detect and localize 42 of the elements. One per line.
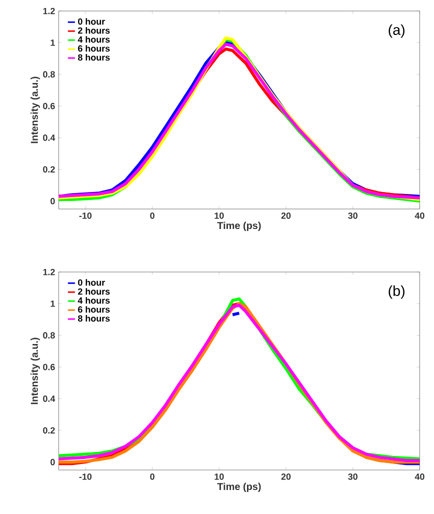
x-tick-label: 30 [348, 212, 358, 219]
y-axis-title: Intensity (a.u.) [30, 338, 40, 404]
x-tick-label: 40 [414, 474, 424, 480]
y-tick-label: 0.8 [43, 332, 55, 339]
x-axis-title: Time (ps) [217, 222, 261, 231]
legend-label: 8 hours [78, 315, 110, 322]
x-tick-label: -10 [79, 212, 92, 219]
x-tick-label: 10 [214, 474, 224, 480]
x-tick-label: 10 [214, 212, 224, 219]
y-tick-label: 1.2 [43, 268, 55, 276]
x-tick-label: 0 [150, 212, 154, 219]
x-tick-label: 20 [281, 212, 291, 219]
annotation: (a) [388, 24, 404, 38]
x-tick-label: -10 [79, 474, 92, 480]
y-tick-label: 0.8 [43, 71, 55, 78]
y-tick-label: 0.4 [43, 134, 56, 141]
x-tick-label: 30 [348, 474, 358, 480]
legend-label: 6 hours [78, 306, 110, 313]
x-tick-label: 0 [150, 474, 154, 480]
y-tick-label: 0.2 [43, 427, 55, 434]
legend-label: 0 hour [78, 279, 105, 286]
y-tick-label: 0.2 [43, 166, 55, 173]
y-tick-label: 0.4 [43, 396, 56, 402]
y-tick-label: 0.6 [43, 364, 55, 370]
legend-label: 6 hours [78, 45, 110, 52]
y-tick-label: 1.2 [43, 8, 55, 14]
legend-label: 8 hours [78, 54, 110, 61]
legend-label: 4 hours [78, 297, 110, 304]
y-tick-label: 1 [50, 300, 55, 307]
y-tick-label: 1 [50, 40, 55, 46]
x-tick-label: 20 [281, 474, 291, 480]
legend-label: 2 hours [78, 27, 110, 34]
y-tick-label: 0 [50, 198, 55, 204]
legend-label: 4 hours [78, 36, 110, 43]
x-axis-title: Time (ps) [217, 482, 261, 492]
y-axis-title: Intensity (a.u.) [30, 76, 40, 144]
y-tick-label: 0 [50, 458, 55, 466]
x-tick-label: 40 [414, 212, 424, 219]
y-tick-label: 0.6 [43, 102, 55, 110]
legend-label: 2 hours [78, 288, 110, 295]
annotation: (b) [388, 285, 404, 299]
legend-label: 0 hour [78, 18, 105, 25]
